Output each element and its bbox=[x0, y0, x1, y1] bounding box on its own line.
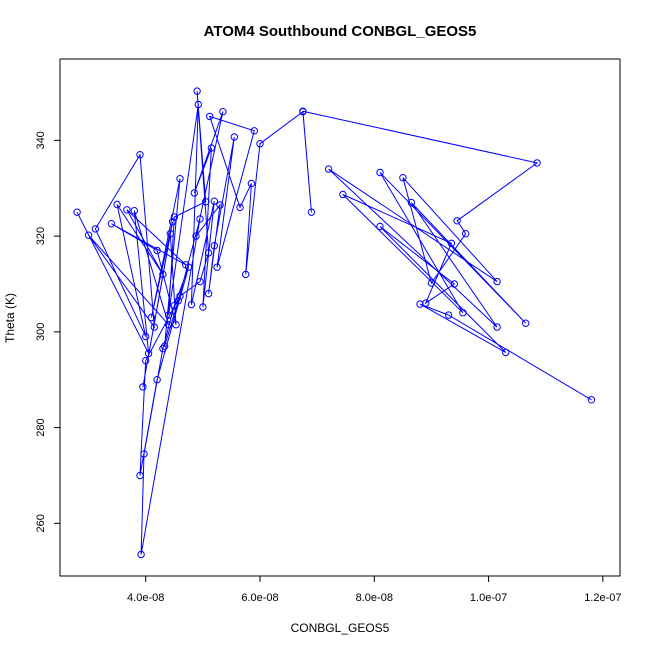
data-point bbox=[144, 349, 153, 358]
data-point bbox=[204, 289, 213, 298]
data-point bbox=[176, 292, 184, 300]
data-point bbox=[136, 151, 144, 159]
data-point bbox=[168, 218, 177, 226]
data-point bbox=[190, 189, 199, 197]
data-point bbox=[166, 230, 175, 238]
data-point bbox=[256, 140, 264, 148]
y-tick-label: 340 bbox=[35, 131, 47, 149]
data-point bbox=[242, 270, 250, 279]
data-point bbox=[142, 332, 150, 341]
data-point bbox=[153, 246, 161, 255]
data-point bbox=[142, 356, 150, 365]
data-point bbox=[416, 300, 424, 308]
data-point bbox=[236, 203, 244, 212]
x-tick-label: 6.0e-08 bbox=[241, 592, 278, 604]
x-tick-label: 4.0e-08 bbox=[127, 592, 164, 604]
data-point bbox=[453, 217, 461, 225]
data-point bbox=[176, 175, 184, 183]
data-point bbox=[199, 303, 207, 311]
data-point bbox=[219, 108, 227, 116]
data-point bbox=[159, 344, 167, 353]
data-point bbox=[164, 311, 173, 319]
data-point bbox=[533, 159, 541, 167]
data-point bbox=[153, 376, 161, 384]
data-point bbox=[73, 208, 81, 216]
data-point bbox=[107, 220, 116, 228]
data-point bbox=[247, 179, 256, 188]
data-point bbox=[307, 208, 316, 216]
data-point bbox=[84, 231, 93, 239]
data-point bbox=[150, 323, 159, 331]
data-point bbox=[206, 112, 214, 121]
data-point bbox=[399, 174, 407, 182]
data-point bbox=[139, 383, 147, 391]
data-point bbox=[230, 133, 239, 141]
y-tick-label: 280 bbox=[35, 418, 47, 436]
data-point bbox=[299, 107, 307, 115]
data-point bbox=[136, 471, 144, 480]
data-point bbox=[123, 206, 131, 214]
data-point bbox=[159, 270, 167, 279]
data-point bbox=[376, 222, 384, 231]
data-point bbox=[522, 319, 530, 327]
data-point bbox=[147, 313, 156, 322]
data-point bbox=[196, 215, 204, 223]
y-tick-label: 320 bbox=[35, 227, 47, 245]
data-point bbox=[444, 311, 453, 319]
data-point bbox=[216, 201, 224, 209]
y-axis: 260 280 300 320 340 bbox=[35, 131, 61, 533]
data-point bbox=[202, 198, 210, 206]
data-point bbox=[207, 144, 216, 152]
data-point bbox=[462, 230, 470, 238]
data-point bbox=[170, 213, 179, 221]
data-point bbox=[91, 225, 100, 233]
data-point bbox=[192, 232, 200, 240]
data-point bbox=[170, 301, 179, 310]
data-point bbox=[250, 127, 259, 135]
data-point bbox=[194, 100, 203, 109]
data-point bbox=[459, 309, 467, 317]
data-point bbox=[137, 550, 145, 559]
data-point bbox=[196, 277, 204, 286]
x-axis-label: CONBGL_GEOS5 bbox=[291, 621, 390, 635]
data-point bbox=[187, 300, 196, 309]
data-point bbox=[407, 198, 416, 207]
x-tick-label: 1.2e-07 bbox=[584, 592, 621, 604]
data-point bbox=[184, 263, 193, 271]
x-axis: 4.0e-08 6.0e-08 8.0e-08 1.0e-07 1.2e-07 bbox=[127, 575, 622, 604]
series-line bbox=[76, 91, 592, 555]
data-point bbox=[502, 348, 510, 357]
data-point bbox=[339, 190, 347, 199]
x-tick-label: 8.0e-08 bbox=[356, 592, 393, 604]
data-point bbox=[140, 450, 148, 458]
series-layer bbox=[73, 87, 596, 559]
data-point bbox=[164, 321, 173, 329]
data-point bbox=[204, 249, 213, 257]
data-point bbox=[376, 168, 384, 177]
data-point bbox=[493, 323, 501, 331]
y-axis-label: Theta (K) bbox=[3, 293, 17, 343]
data-point bbox=[450, 280, 458, 288]
data-point bbox=[193, 87, 201, 95]
data-point bbox=[422, 299, 430, 307]
data-point bbox=[174, 297, 183, 305]
data-point bbox=[427, 279, 436, 287]
data-point bbox=[213, 263, 221, 271]
data-point bbox=[210, 242, 219, 250]
data-point bbox=[447, 239, 456, 248]
plot-frame bbox=[59, 58, 621, 577]
data-point bbox=[113, 200, 121, 209]
data-point bbox=[587, 396, 596, 404]
y-tick-label: 300 bbox=[35, 323, 47, 341]
data-point bbox=[130, 207, 139, 215]
data-point bbox=[493, 277, 501, 286]
data-point bbox=[172, 321, 180, 329]
y-tick-label: 260 bbox=[35, 514, 47, 532]
chart-title: ATOM4 Southbound CONBGL_GEOS5 bbox=[204, 23, 477, 40]
data-point bbox=[210, 197, 219, 205]
data-point bbox=[324, 165, 333, 173]
x-tick-label: 1.0e-07 bbox=[470, 592, 507, 604]
